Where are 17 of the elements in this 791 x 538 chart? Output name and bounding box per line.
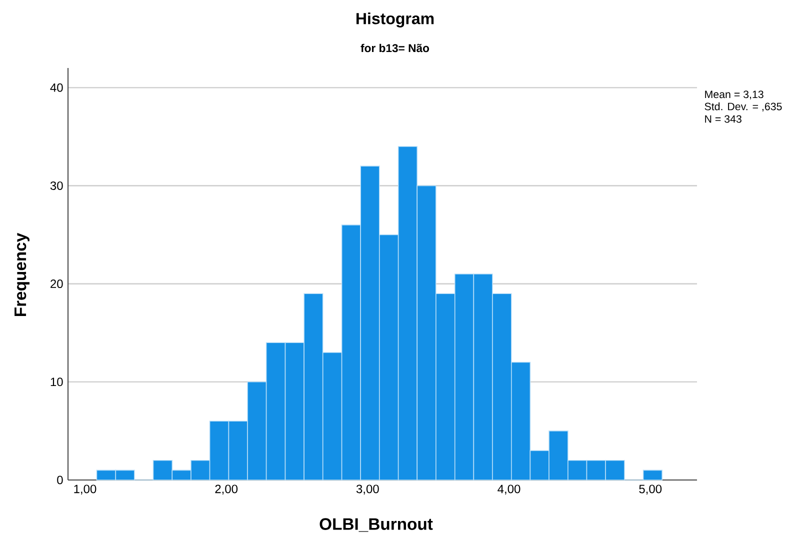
x-tick-label: 3,00: [356, 484, 379, 495]
text: N = 343: [705, 115, 742, 123]
x-tick-label: 5,00: [639, 484, 662, 495]
y-tick-label: 30: [50, 181, 63, 190]
text: Mean = 3,13: [705, 90, 764, 100]
x-tick-label: 1,00: [74, 484, 96, 495]
y-tick-label: 0: [57, 476, 63, 484]
chart-title: Histogram: [356, 12, 434, 28]
x-axis-title: OLBI_Burnout: [320, 518, 433, 532]
y-tick-label: 20: [50, 280, 63, 288]
text: Std. Dev. = ,635: [704, 102, 782, 112]
x-tick-label: 2,00: [215, 484, 238, 495]
y-tick-label: 10: [50, 378, 63, 386]
y-axis-title: Frequency: [14, 232, 30, 316]
x-tick-label: 4,00: [498, 484, 520, 495]
chart-subtitle: for b13= Não: [360, 44, 430, 52]
y-tick-label: 40: [50, 83, 63, 92]
